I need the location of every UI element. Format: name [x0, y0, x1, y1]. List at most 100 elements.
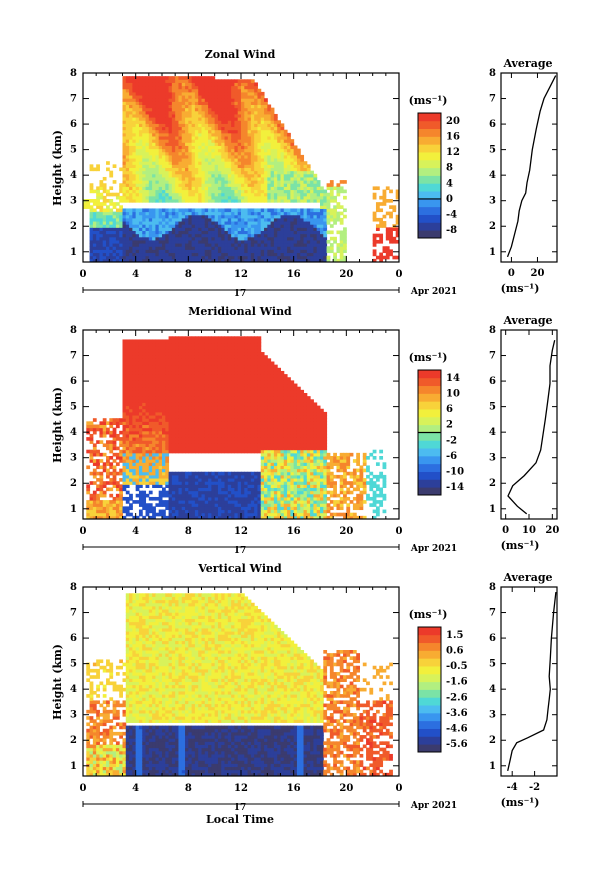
heat-cell	[138, 462, 143, 466]
heat-cell	[171, 342, 176, 347]
heat-cell	[211, 101, 216, 105]
heat-cell	[300, 236, 305, 241]
heat-cell	[234, 91, 239, 96]
heat-cell	[175, 151, 179, 156]
heat-cell	[171, 255, 176, 260]
heat-cell	[175, 221, 179, 225]
heat-cell	[125, 364, 130, 369]
heat-cell	[270, 183, 275, 187]
heat-cell	[296, 221, 301, 225]
heat-cell	[260, 170, 265, 175]
heat-cell	[214, 170, 219, 175]
heat-cell	[106, 515, 110, 520]
heat-cell	[158, 126, 163, 131]
heat-cell	[115, 493, 120, 498]
heat-cell	[389, 214, 393, 219]
heat-cell	[181, 345, 186, 350]
x-tick-label: 0	[396, 269, 403, 280]
heat-cell	[178, 221, 183, 225]
heat-cell	[267, 214, 272, 219]
heat-cell	[145, 427, 150, 432]
heat-cell	[287, 258, 291, 263]
heat-cell	[115, 243, 120, 247]
heat-cell	[250, 227, 255, 231]
heat-cell	[138, 217, 143, 222]
heat-cell	[138, 358, 143, 362]
heat-cell	[237, 139, 242, 143]
heat-cell	[138, 452, 143, 457]
heat-cell	[188, 386, 193, 391]
heat-cell	[293, 170, 298, 175]
heat-cell	[178, 107, 183, 112]
heat-cell	[148, 440, 153, 444]
heat-cell	[165, 158, 170, 162]
heat-cell	[185, 123, 189, 128]
heat-cell	[191, 136, 196, 140]
x-tick-label: 16	[287, 269, 301, 280]
heat-cell	[165, 503, 170, 507]
heat-cell	[145, 449, 150, 454]
heat-cell	[165, 224, 170, 228]
heat-cell	[273, 239, 278, 244]
heat-cell	[234, 113, 239, 118]
heat-cell	[185, 484, 189, 488]
heat-cell	[145, 367, 150, 372]
heat-cell	[109, 199, 114, 203]
heat-cell	[165, 377, 170, 381]
heat-cell	[145, 258, 150, 263]
heat-cell	[296, 255, 301, 260]
heat-cell	[336, 205, 341, 209]
heat-cell	[227, 85, 232, 90]
heat-cell	[165, 440, 170, 444]
heat-cell	[138, 113, 143, 118]
heat-cell	[148, 126, 153, 131]
heat-cell	[277, 176, 281, 181]
heat-cell	[326, 230, 331, 235]
heat-cell	[142, 249, 147, 254]
heat-cell	[244, 82, 249, 87]
heat-cell	[185, 142, 189, 146]
heat-cell	[155, 154, 160, 159]
heat-cell	[211, 113, 216, 118]
heat-cell	[158, 183, 163, 187]
heat-cell	[300, 161, 305, 165]
heat-cell	[148, 386, 153, 391]
heat-cell	[129, 443, 133, 448]
heat-cell	[178, 415, 183, 419]
heat-cell	[125, 389, 130, 394]
heat-cell	[142, 104, 147, 109]
heat-cell	[135, 151, 140, 156]
heat-cell	[306, 211, 311, 216]
heat-cell	[211, 110, 216, 115]
heat-cell	[158, 123, 163, 128]
heat-cell	[333, 214, 337, 219]
heat-cell	[185, 339, 189, 344]
heat-cell	[145, 478, 150, 482]
heat-cell	[270, 199, 275, 203]
heat-cell	[280, 195, 285, 200]
heat-cell	[125, 221, 130, 225]
heat-cell	[382, 199, 387, 203]
heat-cell	[181, 176, 186, 181]
heat-cell	[132, 249, 137, 254]
heat-cell	[99, 221, 104, 225]
heat-cell	[270, 192, 275, 197]
heat-cell	[264, 170, 268, 175]
heat-cell	[125, 170, 130, 175]
heat-cell	[300, 239, 305, 244]
heat-cell	[99, 506, 104, 511]
heat-cell	[171, 186, 176, 191]
heat-cell	[155, 386, 160, 391]
heat-cell	[375, 205, 380, 209]
heat-cell	[102, 443, 107, 448]
heat-cell	[214, 246, 219, 250]
heat-cell	[293, 167, 298, 172]
heat-cell	[234, 104, 239, 109]
heat-cell	[122, 370, 127, 375]
heat-cell	[138, 339, 143, 344]
heat-cell	[152, 478, 156, 482]
heat-cell	[217, 199, 222, 203]
heat-cell	[175, 129, 179, 134]
heat-cell	[171, 183, 176, 187]
heat-cell	[138, 255, 143, 260]
